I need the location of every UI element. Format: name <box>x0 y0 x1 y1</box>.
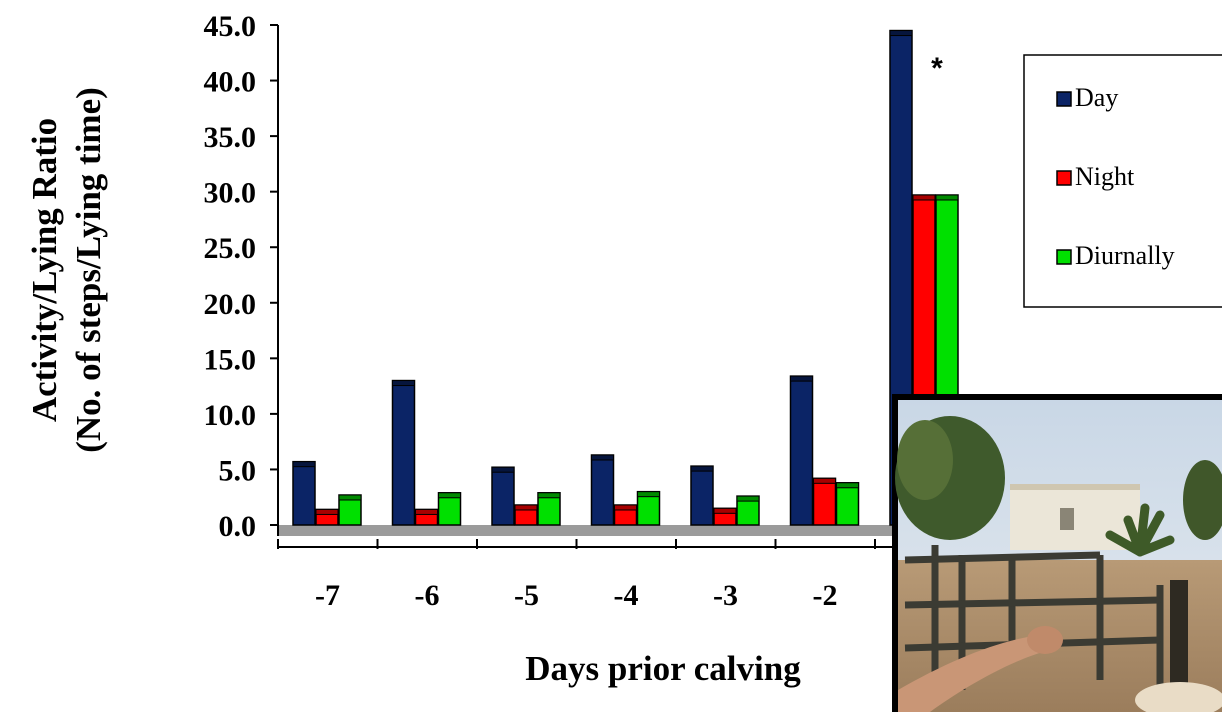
bar-cap-day--3 <box>690 465 714 472</box>
legend-label-night: Night <box>1075 162 1135 191</box>
bar-day--3 <box>690 465 714 526</box>
y-tick-label: 0.0 <box>219 510 257 543</box>
y-tick-label: 20.0 <box>204 288 257 321</box>
bar-cap-day--5 <box>491 466 515 473</box>
annotations: * <box>931 52 943 85</box>
y-tick-label: 30.0 <box>204 177 257 210</box>
significance-marker: * <box>931 52 943 85</box>
bar-cap-night--7 <box>315 508 339 515</box>
y-tick-label: 10.0 <box>204 399 257 432</box>
bar-day--5 <box>491 466 515 526</box>
bar-cap-diurnally--5 <box>537 492 561 499</box>
y-axis-title-line2: (No. of steps/Lying time) <box>69 87 108 453</box>
bar-diurnally--2 <box>835 482 860 526</box>
bar-cap-day--2 <box>790 375 813 382</box>
bar-cap-diurnally--6 <box>438 492 461 499</box>
bar-cap-diurnally--1 <box>935 194 959 201</box>
bar-cap-night--6 <box>415 508 438 515</box>
legend: Day Night Diurnally <box>1023 54 1222 308</box>
y-tick-label: 35.0 <box>204 121 257 154</box>
x-tick-label--4: -4 <box>614 579 639 612</box>
bar-cap-night--4 <box>614 504 637 511</box>
bar-cap-day--6 <box>392 380 415 387</box>
bar-cap-diurnally--2 <box>836 482 859 489</box>
y-tick-label: 15.0 <box>204 343 257 376</box>
y-tick-label: 5.0 <box>219 454 257 487</box>
y-tick-label: 40.0 <box>204 66 257 99</box>
x-tick-label--2: -2 <box>813 579 838 612</box>
x-tick-label--3: -3 <box>713 579 738 612</box>
photo-inset <box>892 394 1222 712</box>
bar-cap-diurnally--3 <box>736 495 760 502</box>
x-tick-label--6: -6 <box>415 579 440 612</box>
y-tick-label: 45.0 <box>204 10 257 43</box>
y-tick-label: 25.0 <box>204 232 257 265</box>
bar-night--2 <box>812 477 837 526</box>
bar-cap-night--2 <box>813 477 836 484</box>
bar-day--4 <box>590 454 615 526</box>
y-axis-title-line1: Activity/Lying Ratio <box>25 118 64 422</box>
bar-cap-diurnally--7 <box>338 494 362 501</box>
bar-day--6 <box>391 379 416 526</box>
x-tick-label--7: -7 <box>315 579 340 612</box>
bar-cap-night--5 <box>514 504 538 511</box>
legend-swatch-day <box>1056 91 1072 107</box>
legend-swatch-night <box>1056 170 1072 186</box>
legend-label-day: Day <box>1075 83 1118 112</box>
bar-cap-night--3 <box>713 507 737 514</box>
bar-cap-day--1 <box>889 30 913 37</box>
chart-floor-band <box>278 525 975 536</box>
bar-cap-day--4 <box>591 454 614 461</box>
legend-label-diurnally: Diurnally <box>1075 241 1175 270</box>
bar-day--7 <box>292 460 316 526</box>
legend-swatch-diurnally <box>1056 249 1072 265</box>
chart-floor <box>278 525 975 536</box>
bars <box>292 29 959 526</box>
bar-cap-diurnally--4 <box>637 491 660 498</box>
bar-cap-night--1 <box>912 194 936 201</box>
y-axis-title: Activity/Lying Ratio (No. of steps/Lying… <box>25 87 108 453</box>
bar-day--2 <box>789 375 814 526</box>
x-tick-label--5: -5 <box>514 579 539 612</box>
bar-cap-day--7 <box>292 461 316 468</box>
x-axis-title: Days prior calving <box>525 649 801 688</box>
